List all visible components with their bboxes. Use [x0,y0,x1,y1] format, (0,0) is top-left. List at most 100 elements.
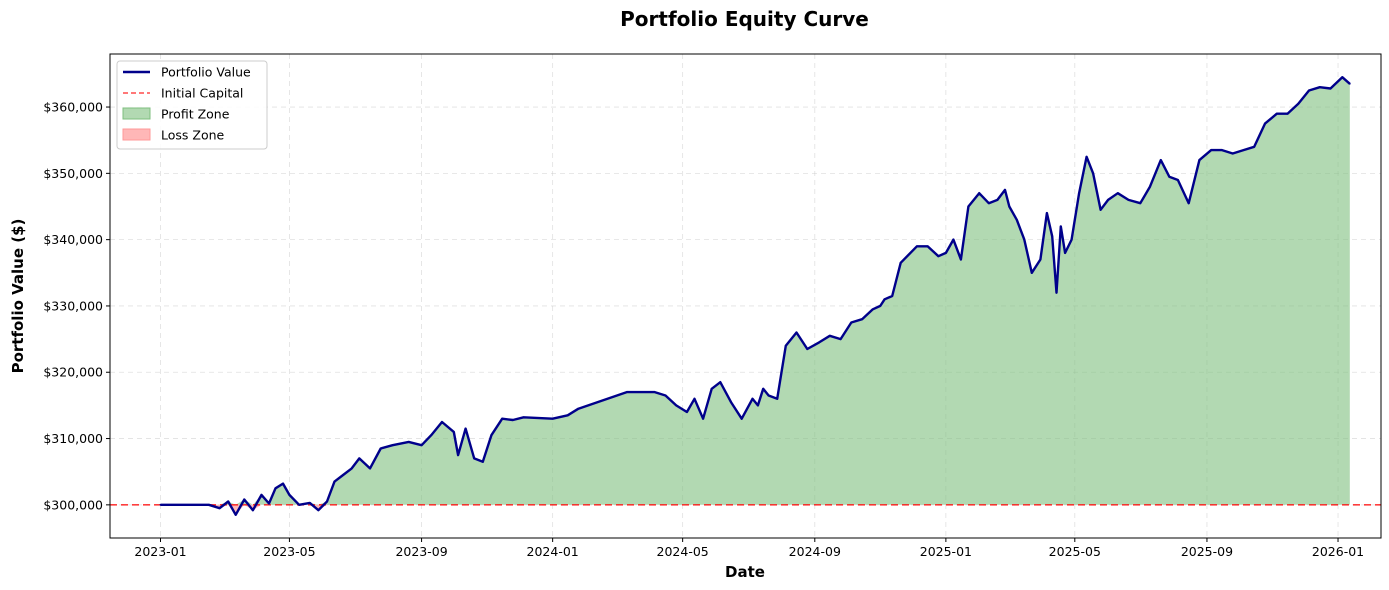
legend-profit-swatch [122,107,151,120]
data-point [1308,89,1310,92]
legend: Portfolio Value Initial Capital Profit Z… [116,60,268,150]
data-point [702,417,704,420]
data-point [441,421,443,423]
data-point [996,199,999,201]
legend-box [116,60,268,150]
data-point [871,308,874,311]
data-point [159,503,162,506]
data-point [1275,112,1278,115]
data-point [218,507,221,510]
data-point [551,417,554,420]
data-point [274,487,277,490]
data-point [1187,202,1190,205]
data-point [481,460,484,463]
data-point [227,500,230,503]
data-point [407,441,410,443]
data-point [1116,192,1119,195]
data-point [891,295,894,297]
data-point [1231,152,1234,155]
data-point [926,245,929,248]
data-point [1297,102,1300,105]
y-tick-label: $350,000 [43,166,103,181]
data-point [566,414,569,417]
data-point [490,434,493,437]
data-point [1286,112,1289,115]
data-point [653,391,656,393]
data-point [730,401,732,403]
data-point [207,503,210,506]
data-point [952,238,955,241]
data-point [1023,238,1026,241]
data-point [879,305,882,307]
data-point [1039,258,1042,261]
legend-loss-label: Loss Zone [161,128,225,143]
data-point [1210,149,1213,152]
data-point [350,467,353,470]
x-tick-label: 2025-01 [920,544,972,559]
data-point [464,427,467,430]
data-point [795,331,798,334]
data-point [317,509,320,512]
data-point [710,387,713,390]
data-point [243,498,246,501]
data-point [252,509,254,512]
data-point [1139,202,1142,205]
data-point [379,447,382,450]
y-tick-label: $360,000 [43,100,103,115]
data-point [1064,252,1066,254]
y-tick-label: $320,000 [43,365,103,380]
data-point [740,417,743,420]
data-point [899,261,902,264]
data-point [762,387,765,390]
data-point [1198,159,1201,162]
data-point [326,500,328,503]
data-point [1159,159,1162,162]
data-point [625,391,628,393]
loss-zone-area [160,504,1350,515]
data-point [420,444,423,447]
data-point [522,416,525,419]
data-point [268,502,270,505]
data-point [430,434,433,437]
x-tick-label: 2023-09 [395,544,447,559]
data-point [452,431,455,433]
x-tick-label: 2026-01 [1312,544,1364,559]
data-point [636,391,639,393]
data-point [719,381,722,384]
data-point [1015,218,1018,221]
data-point [342,474,344,476]
legend-initial-label: Initial Capital [161,86,243,101]
data-point [937,255,940,258]
data-point [1085,155,1088,158]
data-point [1078,192,1080,195]
data-point [1030,271,1033,274]
data-point [1070,238,1073,241]
data-point [828,334,831,337]
data-point [945,252,947,254]
chart-title: Portfolio Equity Curve [620,7,869,31]
x-tick-label: 2025-05 [1049,544,1101,559]
data-point [577,407,580,410]
data-point [288,494,291,496]
data-point [260,494,263,496]
data-point [806,348,809,350]
x-tick-label: 2024-09 [789,544,841,559]
data-point [960,258,962,261]
data-point [978,192,981,195]
series-layer [110,76,1381,516]
data-point [333,480,336,483]
data-point [757,404,759,407]
profit-zone-area [160,77,1350,505]
data-point [358,457,361,460]
x-tick-label: 2023-01 [134,544,186,559]
y-tick-label: $340,000 [43,232,103,247]
data-point [1177,179,1179,181]
data-point [818,341,820,344]
data-point [967,205,970,208]
data-point [298,503,300,506]
data-point [850,321,853,324]
legend-profit-label: Profit Zone [161,107,230,122]
y-tick-label: $310,000 [43,431,103,446]
legend-loss-swatch [122,128,151,141]
